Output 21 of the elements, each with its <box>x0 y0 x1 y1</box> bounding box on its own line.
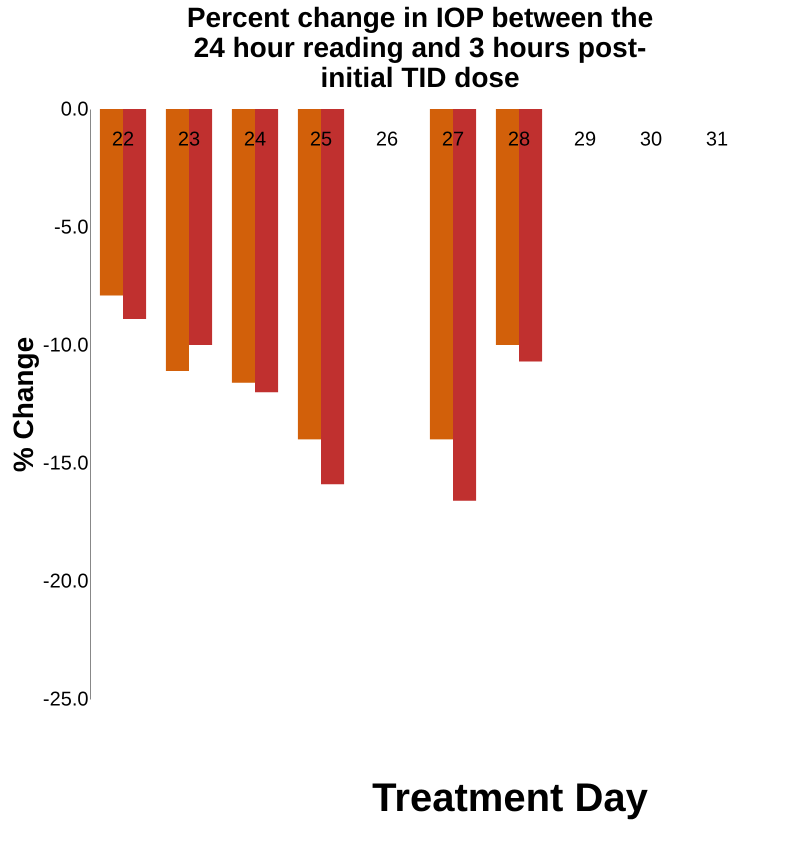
x-tick-label: 22 <box>112 128 134 150</box>
text: 24 hour reading and 3 hours post- <box>194 32 646 63</box>
x-tick-label: 29 <box>574 128 596 150</box>
x-tick-label: 26 <box>376 128 398 150</box>
x-tick-label: 27 <box>442 128 464 150</box>
y-axis-title: % Change <box>8 336 39 472</box>
y-tick-label: -20.0 <box>42 570 88 592</box>
y-tick-label: -15.0 <box>42 452 88 474</box>
x-tick-label: 24 <box>244 128 266 150</box>
text: Percent change in IOP between the <box>186 2 654 33</box>
y-tick-label: -5.0 <box>54 216 88 238</box>
x-axis-title: Treatment Day <box>372 776 649 820</box>
x-tick-label: 25 <box>310 128 332 150</box>
text: initial TID dose <box>320 62 520 93</box>
x-tick-label: 31 <box>706 128 728 150</box>
y-tick-label: -10.0 <box>42 334 88 356</box>
y-tick-label: 0.0 <box>60 98 88 120</box>
x-tick-label: 23 <box>178 128 200 150</box>
x-tick-label: 28 <box>508 128 530 150</box>
x-tick-label: 30 <box>640 128 662 150</box>
y-tick-label: -25.0 <box>42 688 88 710</box>
